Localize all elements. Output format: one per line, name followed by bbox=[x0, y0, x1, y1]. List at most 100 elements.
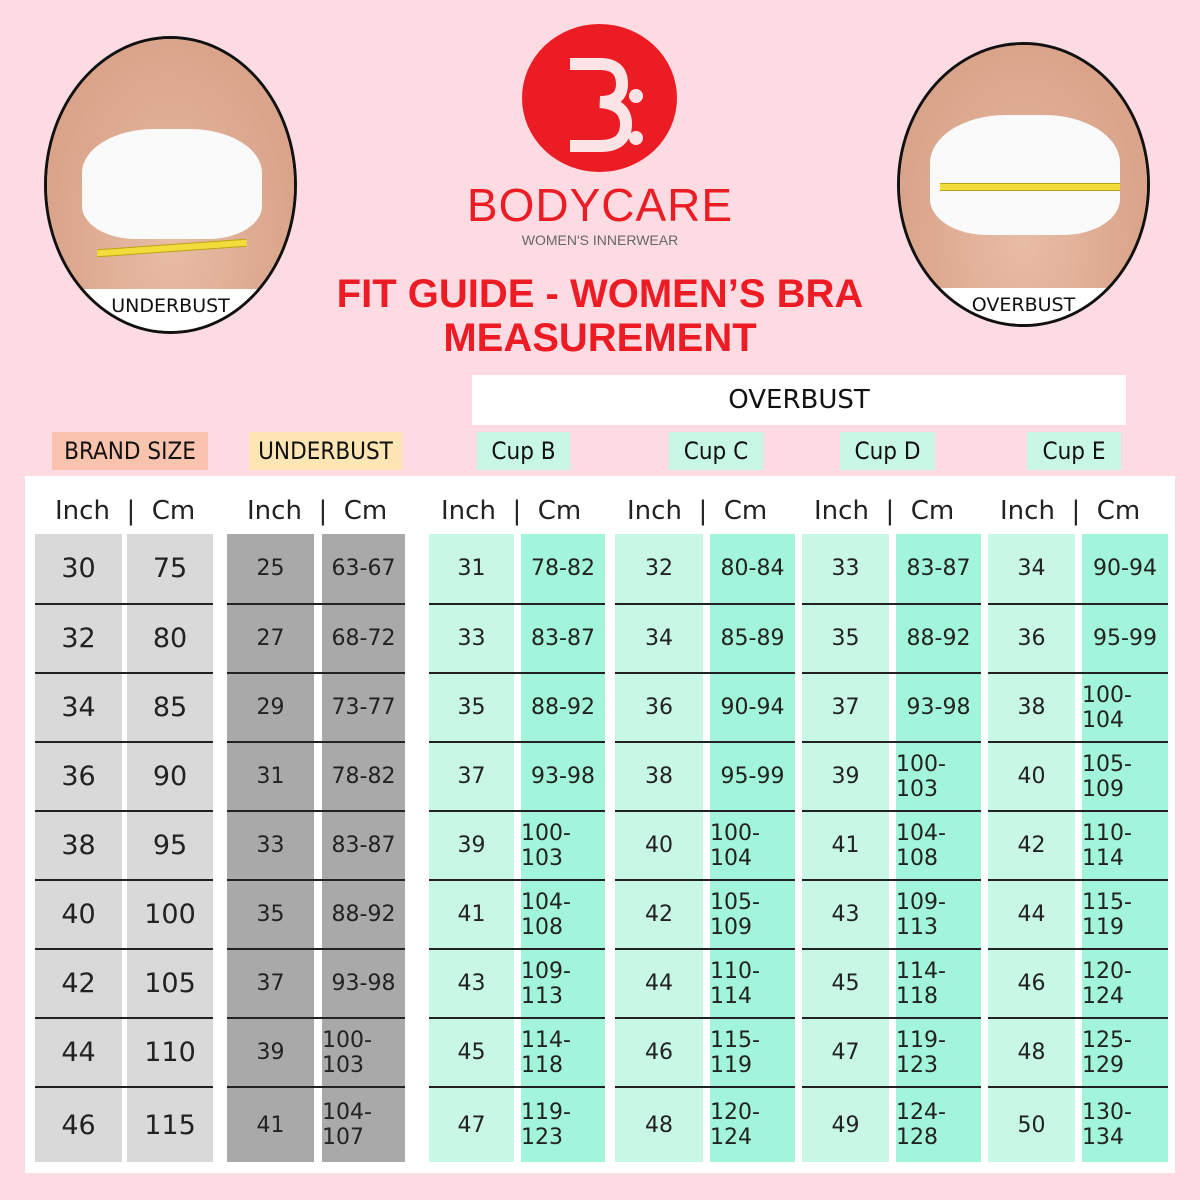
inch-value: 36 bbox=[645, 695, 673, 720]
table-cell-inch: 35 bbox=[227, 881, 322, 950]
table-cell-cm: 83-87 bbox=[322, 812, 405, 881]
table-cell-cm: 88-92 bbox=[322, 881, 405, 950]
inch-value: 45 bbox=[831, 971, 860, 996]
table-cell-cm: 120-124 bbox=[1082, 950, 1168, 1019]
inch-value: 37 bbox=[457, 764, 486, 789]
table-cell-cm: 75 bbox=[127, 534, 213, 605]
table-cell-cm: 95-99 bbox=[710, 743, 795, 812]
table-cell-inch: 45 bbox=[429, 1019, 521, 1088]
table-cell-inch: 32 bbox=[615, 534, 710, 605]
table-cell-inch: 34 bbox=[35, 674, 127, 743]
table-cell-cm: 90-94 bbox=[1082, 534, 1168, 605]
inch-value: 48 bbox=[645, 1112, 673, 1138]
table-cell-inch: 41 bbox=[802, 812, 896, 881]
table-cell-inch: 49 bbox=[802, 1088, 896, 1162]
brand-name: BODYCARE bbox=[466, 179, 734, 231]
inch-value: 43 bbox=[457, 971, 486, 996]
table-cell-inch: 27 bbox=[227, 605, 322, 674]
table-cell-cm: 85 bbox=[127, 674, 213, 743]
table-cell-inch: 47 bbox=[429, 1088, 521, 1162]
table-cell-cm: 115-119 bbox=[710, 1019, 795, 1088]
inch-value: 39 bbox=[457, 833, 486, 858]
inch-value: 30 bbox=[61, 553, 96, 584]
table-cell-inch: 36 bbox=[615, 674, 710, 743]
table-cell-inch: 34 bbox=[615, 605, 710, 674]
table-cell-cm: 120-124 bbox=[710, 1088, 795, 1162]
table-cell-inch: 34 bbox=[988, 534, 1082, 605]
table-cell-inch: 46 bbox=[35, 1088, 127, 1162]
inch-value: 35 bbox=[831, 626, 860, 651]
group-label-brand-size: BRAND SIZE bbox=[52, 432, 208, 470]
table-cell-cm: 104-108 bbox=[896, 812, 981, 881]
table-cell-cm: 88-92 bbox=[521, 674, 605, 743]
group-label-underbust: UNDERBUST bbox=[249, 432, 402, 470]
table-cell-inch: 39 bbox=[802, 743, 896, 812]
table-cell-cm: 93-98 bbox=[521, 743, 605, 812]
group-label-cup-e: Cup E bbox=[1027, 432, 1121, 470]
inch-value: 29 bbox=[256, 695, 285, 720]
table-cell-cm: 115 bbox=[127, 1088, 213, 1162]
table-cell-cm: 83-87 bbox=[521, 605, 605, 674]
table-cell-cm: 85-89 bbox=[710, 605, 795, 674]
table-cell-inch: 29 bbox=[227, 674, 322, 743]
inch-value: 38 bbox=[1017, 695, 1046, 720]
table-cell-cm: 95-99 bbox=[1082, 605, 1168, 674]
table-cell-inch: 47 bbox=[802, 1019, 896, 1088]
inch-value: 36 bbox=[61, 761, 96, 792]
table-cell-cm: 115-119 bbox=[1082, 881, 1168, 950]
table-cell-inch: 31 bbox=[429, 534, 521, 605]
inch-value: 27 bbox=[256, 626, 285, 651]
inch-value: 48 bbox=[1017, 1040, 1046, 1065]
table-cell-inch: 42 bbox=[35, 950, 127, 1019]
table-cell-inch: 38 bbox=[988, 674, 1082, 743]
inch-value: 44 bbox=[1017, 902, 1046, 927]
inch-value: 37 bbox=[831, 695, 860, 720]
table-cell-cm: 104-107 bbox=[322, 1088, 405, 1162]
table-cell-inch: 46 bbox=[988, 950, 1082, 1019]
table-cell-cm: 68-72 bbox=[322, 605, 405, 674]
unit-subheader: Inch | Cm bbox=[441, 496, 582, 526]
inch-value: 40 bbox=[1017, 764, 1046, 789]
inch-value: 34 bbox=[61, 692, 96, 723]
table-cell-cm: 100-103 bbox=[896, 743, 981, 812]
table-cell-cm: 93-98 bbox=[322, 950, 405, 1019]
table-cell-inch: 30 bbox=[35, 534, 127, 605]
page-title-line1: FIT GUIDE - WOMEN’S BRA bbox=[336, 272, 864, 316]
table-cell-inch: 37 bbox=[227, 950, 322, 1019]
table-cell-cm: 104-108 bbox=[521, 881, 605, 950]
table-cell-cm: 105-109 bbox=[710, 881, 795, 950]
table-cell-inch: 40 bbox=[615, 812, 710, 881]
table-cell-cm: 124-128 bbox=[896, 1088, 981, 1162]
inch-value: 42 bbox=[61, 968, 96, 999]
table-cell-inch: 48 bbox=[988, 1019, 1082, 1088]
inch-value: 43 bbox=[831, 902, 860, 927]
inch-value: 47 bbox=[457, 1112, 486, 1138]
table-cell-cm: 95 bbox=[127, 812, 213, 881]
table-cell-cm: 110-114 bbox=[710, 950, 795, 1019]
inch-value: 41 bbox=[256, 1112, 285, 1138]
table-cell-inch: 43 bbox=[429, 950, 521, 1019]
inch-value: 34 bbox=[1017, 556, 1046, 581]
inch-value: 47 bbox=[831, 1040, 860, 1065]
group-label-cup-c: Cup C bbox=[669, 432, 763, 470]
table-cell-inch: 46 bbox=[615, 1019, 710, 1088]
inch-value: 41 bbox=[831, 833, 860, 858]
table-cell-inch: 37 bbox=[802, 674, 896, 743]
inch-value: 42 bbox=[645, 902, 673, 927]
inch-value: 46 bbox=[645, 1040, 673, 1065]
table-cell-inch: 44 bbox=[35, 1019, 127, 1088]
table-cell-inch: 45 bbox=[802, 950, 896, 1019]
inch-value: 33 bbox=[457, 626, 486, 651]
table-cell-inch: 40 bbox=[988, 743, 1082, 812]
table-cell-inch: 50 bbox=[988, 1088, 1082, 1162]
inch-value: 31 bbox=[256, 764, 285, 789]
inch-value: 35 bbox=[256, 902, 285, 927]
table-cell-cm: 90 bbox=[127, 743, 213, 812]
table-cell-cm: 125-129 bbox=[1082, 1019, 1168, 1088]
table-cell-inch: 39 bbox=[429, 812, 521, 881]
table-cell-cm: 100-104 bbox=[1082, 674, 1168, 743]
table-cell-inch: 42 bbox=[988, 812, 1082, 881]
table-cell-inch: 33 bbox=[227, 812, 322, 881]
inch-value: 40 bbox=[645, 833, 673, 858]
overbust-header: OVERBUST bbox=[472, 375, 1126, 425]
